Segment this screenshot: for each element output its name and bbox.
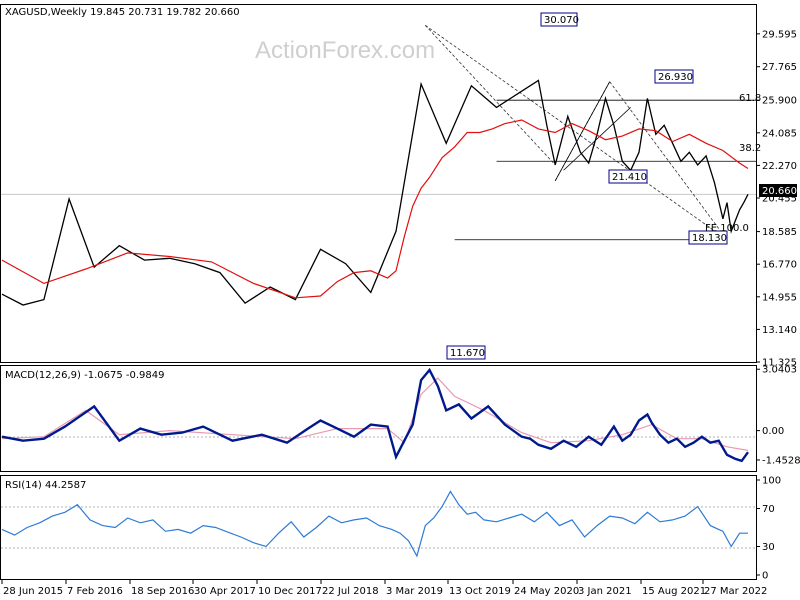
moving-average-line (1, 119, 749, 299)
x-tick-label: 30 Apr 2017 (194, 586, 256, 597)
macd-axis-ticks: 3.0403 0.00 -1.4528 (756, 365, 800, 466)
macd-tick-label: -1.4528 (762, 455, 800, 466)
x-tick-label: 3 Mar 2019 (386, 586, 443, 597)
swing-projection-line (425, 24, 728, 241)
swing-channel-line (554, 81, 611, 182)
price-annotation-box (608, 169, 648, 184)
price-pane: ActionForex.com XAGUSD,Weekly 19.845 20.… (0, 4, 797, 369)
macd-pane-border (0, 365, 757, 472)
price-axis-ticks: 29.595 27.765 25.900 24.085 22.270 20.455 18.5… (756, 29, 797, 369)
price-annotation-box (446, 345, 486, 360)
rsi-axis-ticks: 100 70 30 0 (756, 476, 781, 582)
price-annotation-label: 18.130 (692, 233, 727, 244)
fib-levels (424, 24, 756, 241)
x-tick-label: 7 Feb 2016 (67, 586, 123, 597)
macd-tick-label: 3.0403 (762, 365, 797, 376)
rsi-tick-label: 70 (762, 504, 775, 515)
rsi-tick-label: 100 (762, 476, 781, 487)
price-tick-label: 22.270 (762, 161, 797, 172)
rsi-tick-label: 30 (762, 542, 775, 553)
price-annotation-box (688, 230, 728, 245)
x-tick-label: 22 Jul 2018 (322, 586, 379, 597)
price-tick-label: 29.595 (762, 29, 797, 40)
macd-pane: MACD(12,26,9) -1.0675 -0.9849 3.0403 0.00… (0, 365, 800, 472)
price-annotation-label: 30.070 (544, 15, 579, 26)
price-tick-label: 13.140 (762, 325, 797, 336)
price-annotation-label: 26.930 (658, 72, 693, 83)
fib-level-label: 38.2 (739, 143, 761, 154)
rsi-pane-border (0, 475, 757, 580)
price-series-line (1, 79, 749, 306)
price-annotations: 30.070 26.930 21.410 18.130 11.670 61.8 38.2 FE… (446, 12, 761, 360)
swing-channel-line (563, 107, 631, 171)
current-price-label: 20.660 (762, 186, 797, 197)
price-tick-label: 14.955 (762, 292, 797, 303)
fib-level-label: FE 100.0 (705, 223, 749, 234)
price-tick-label: 18.585 (762, 227, 797, 238)
x-tick-label: 24 May 2020 (514, 586, 579, 597)
price-header: XAGUSD,Weekly 19.845 20.731 19.782 20.66… (5, 7, 240, 18)
swing-projection-line (424, 25, 556, 166)
watermark: ActionForex.com (255, 37, 435, 64)
price-tick-label: 27.765 (762, 62, 797, 73)
macd-signal-line (1, 377, 749, 451)
x-tick-label: 28 Jun 2015 (3, 586, 63, 597)
x-tick-label: 3 Jan 2021 (578, 586, 632, 597)
price-pane-border (0, 4, 757, 363)
x-tick-label: 10 Dec 2017 (258, 586, 322, 597)
price-tick-label: 16.770 (762, 260, 797, 271)
rsi-tick-label: 0 (762, 571, 768, 582)
x-axis-ticks: 28 Jun 2015 7 Feb 2016 18 Sep 2016 30 Apr 2… (1, 580, 767, 597)
macd-header: MACD(12,26,9) -1.0675 -0.9849 (5, 370, 165, 381)
macd-main-line (1, 367, 749, 463)
rsi-line (1, 490, 748, 558)
fib-level-label: 61.8 (739, 93, 761, 104)
price-tick-label: 20.455 (762, 194, 797, 205)
price-tick-label: 11.325 (762, 358, 797, 369)
current-price-tag: 20.660 (759, 184, 797, 197)
price-annotation-label: 11.670 (450, 348, 485, 359)
rsi-pane: RSI(14) 44.2587 100 70 30 0 (0, 475, 781, 582)
price-annotation-box (654, 69, 694, 84)
price-tick-label: 25.900 (762, 96, 797, 107)
price-annotation-label: 21.410 (612, 172, 647, 183)
x-tick-label: 13 Oct 2019 (449, 586, 511, 597)
x-tick-label: 18 Sep 2016 (131, 586, 194, 597)
x-tick-label: 15 Aug 2021 (642, 586, 706, 597)
price-annotation-box (540, 12, 578, 27)
swing-projection-line (609, 81, 728, 241)
macd-tick-label: 0.00 (762, 426, 784, 437)
rsi-header: RSI(14) 44.2587 (5, 480, 86, 491)
price-tick-label: 24.085 (762, 128, 797, 139)
x-tick-label: 27 Mar 2022 (704, 586, 767, 597)
